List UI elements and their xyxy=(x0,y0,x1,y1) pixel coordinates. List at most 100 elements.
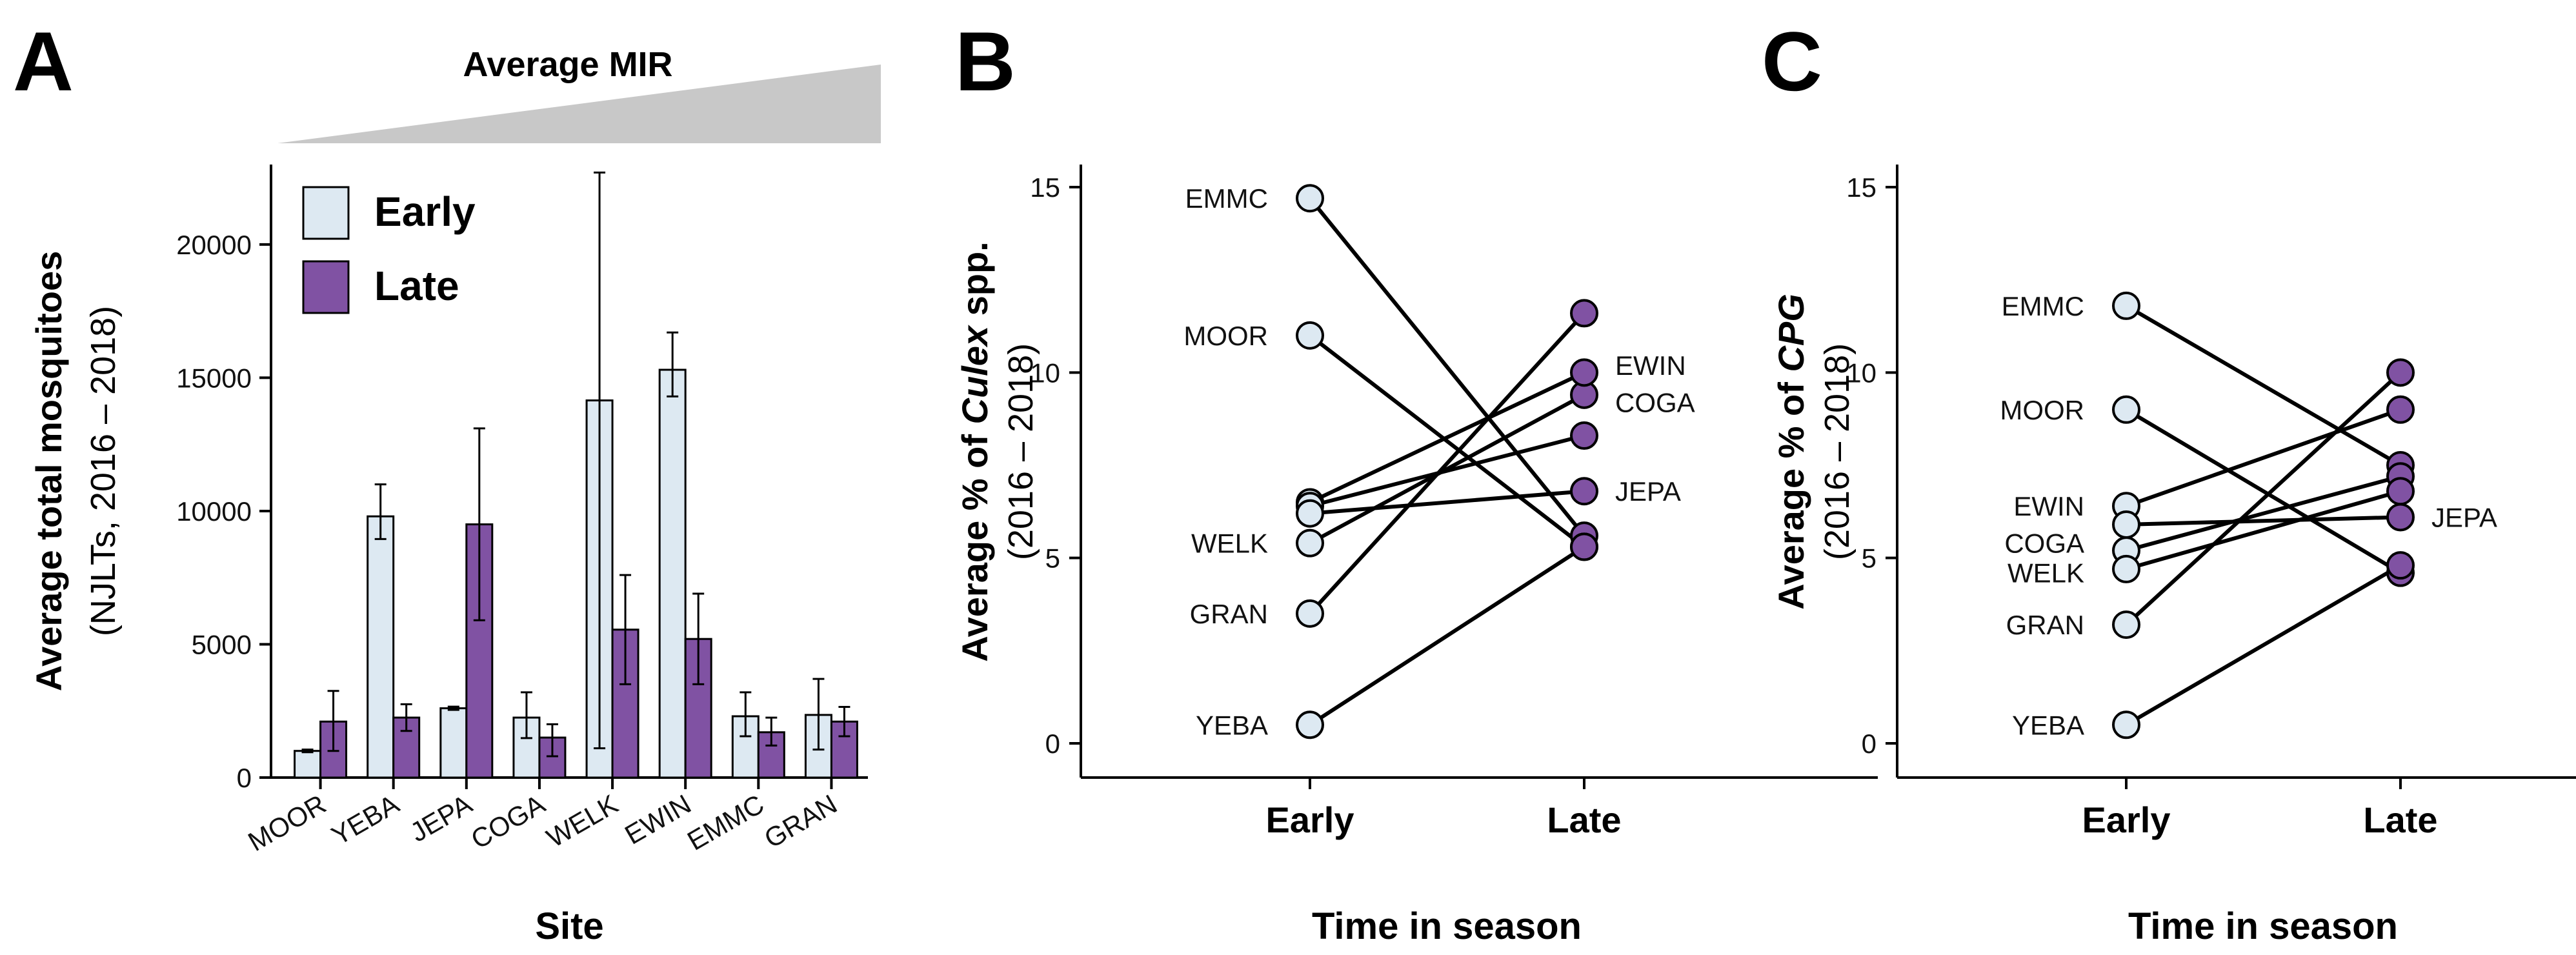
site-line-ewin xyxy=(2126,407,2401,508)
y-tick-label-b: 15 xyxy=(1030,172,1060,203)
point-early-yeba xyxy=(1296,710,1324,739)
point-early-gran xyxy=(2112,610,2140,639)
x-tick-label-a: COGA xyxy=(466,789,550,855)
x-tick-label-a: EWIN xyxy=(619,789,696,850)
y-axis-title-italic: CPG xyxy=(1771,294,1811,372)
point-early-yeba xyxy=(2112,710,2140,739)
point-late-jepa xyxy=(1570,477,1598,506)
site-label-early: GRAN xyxy=(1190,599,1268,629)
legend-label-early: Early xyxy=(374,188,476,235)
x-tick-label-a: YEBA xyxy=(327,789,405,851)
legend-swatch-early xyxy=(302,186,350,240)
site-line-emmc xyxy=(2125,304,2402,467)
site-label-early: WELK xyxy=(2007,558,2084,588)
mir-wedge xyxy=(277,65,881,143)
x-axis-title-a: Site xyxy=(535,905,603,947)
x-tick-label-a: GRAN xyxy=(759,789,842,854)
y-axis-subtitle-a: (NJLTs, 2016 – 2018) xyxy=(84,306,123,636)
y-axis-subtitle-c: (2016 – 2018) xyxy=(1818,343,1857,560)
x-category-early: Early xyxy=(1266,799,1354,840)
site-line-yeba xyxy=(2125,563,2402,727)
y-tick-label-c: 0 xyxy=(1862,729,1877,759)
panel-letter-b: B xyxy=(955,14,1016,108)
point-late-ewin xyxy=(2386,395,2415,424)
site-label-early: EWIN xyxy=(2013,491,2084,521)
site-label-early: COGA xyxy=(2004,528,2084,559)
site-line-coga xyxy=(2126,474,2401,553)
point-early-gran xyxy=(1296,599,1324,628)
site-label-late: JEPA xyxy=(1615,476,1681,507)
x-tick-label-a: MOOR xyxy=(243,789,331,857)
site-line-gran xyxy=(2124,371,2402,627)
mir-title: Average MIR xyxy=(463,45,672,84)
x-axis-title-c: Time in season xyxy=(2128,905,2398,947)
y-axis-title-b: Average % of Culex spp. xyxy=(954,241,995,661)
y-tick-label-c: 5 xyxy=(1862,543,1877,574)
bar-early-ewin xyxy=(658,368,687,779)
site-line-emmc xyxy=(1308,197,1586,538)
legend-label-late: Late xyxy=(374,263,459,309)
x-tick-label-a: EMMC xyxy=(682,789,769,856)
y-tick-label-a: 5000 xyxy=(192,629,252,659)
site-line-moor xyxy=(1309,334,1585,548)
site-line-ewin xyxy=(1309,370,1585,505)
site-line-yeba xyxy=(1309,545,1585,727)
y-tick-label-a: 0 xyxy=(237,763,252,793)
y-tick-label-b: 10 xyxy=(1030,357,1060,388)
point-early-welk xyxy=(1296,528,1324,558)
y-axis-title-part: Average % of xyxy=(1771,372,1811,610)
y-tick-label-a: 15000 xyxy=(176,363,252,393)
site-label-early: EMMC xyxy=(2002,291,2084,321)
y-axis-title-italic: Culex xyxy=(954,324,995,424)
point-late-welk xyxy=(2386,477,2415,506)
x-tick-label-a: WELK xyxy=(541,789,623,853)
site-line-moor xyxy=(2125,408,2402,575)
point-early-emmc xyxy=(1296,184,1324,213)
point-late-jepa xyxy=(2386,503,2415,532)
panel-letter-c: C xyxy=(1762,14,1822,108)
point-late-yeba xyxy=(2386,551,2415,580)
point-early-jepa xyxy=(2112,510,2140,539)
y-axis-title-a: Average total mosquitoes xyxy=(28,251,69,692)
point-late-gran xyxy=(2386,358,2415,387)
x-category-early: Early xyxy=(2082,799,2171,840)
site-label-early: WELK xyxy=(1191,528,1268,559)
y-tick-label-a: 20000 xyxy=(176,230,252,260)
site-label-early: YEBA xyxy=(1196,710,1268,740)
y-tick-label-c: 15 xyxy=(1846,172,1877,203)
point-early-moor xyxy=(1296,321,1324,350)
point-early-jepa xyxy=(1296,499,1324,528)
y-tick-label-b: 5 xyxy=(1045,543,1060,574)
site-label-late: EWIN xyxy=(1615,350,1686,381)
point-late-gran xyxy=(1570,299,1598,328)
site-line-jepa xyxy=(2126,515,2401,527)
y-tick-label-c: 10 xyxy=(1846,357,1877,388)
site-label-late: JEPA xyxy=(2431,502,2497,532)
x-tick-label-a: JEPA xyxy=(405,789,478,848)
panel-letter-a: A xyxy=(13,14,74,108)
legend-swatch-late xyxy=(302,260,350,314)
y-axis-title-part: spp. xyxy=(954,241,995,326)
site-label-early: MOOR xyxy=(2000,395,2084,425)
bar-early-moor xyxy=(294,750,322,779)
point-late-yeba xyxy=(1570,532,1598,561)
y-axis-subtitle-b: (2016 – 2018) xyxy=(1001,343,1040,560)
site-line-gran xyxy=(1308,312,1586,615)
y-axis-title-part: Average % of xyxy=(954,424,995,661)
site-label-early: YEBA xyxy=(2012,710,2084,740)
point-late-ewin xyxy=(1570,358,1598,387)
site-line-welk xyxy=(2126,489,2401,571)
y-axis-title-c: Average % of CPG xyxy=(1771,294,1811,610)
panel-c: C 0 5 10 15 Average % of CPG(2016 – 2018) Earl… xyxy=(1762,14,2576,947)
site-label-early: GRAN xyxy=(2006,610,2084,640)
bar-early-yeba xyxy=(367,515,395,779)
point-early-welk xyxy=(2112,554,2140,583)
site-label-early: EMMC xyxy=(1185,183,1268,214)
y-tick-label-a: 10000 xyxy=(176,496,252,527)
point-early-emmc xyxy=(2112,291,2140,320)
panel-a: A Average MIR 0 5000 10000 15000 20000 Average … xyxy=(13,14,881,947)
site-line-jepa xyxy=(1309,489,1585,516)
y-tick-label-b: 0 xyxy=(1045,729,1060,759)
